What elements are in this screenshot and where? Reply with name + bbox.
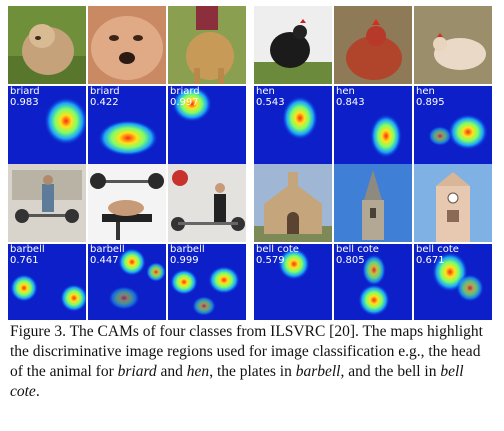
caption-em-hen: hen (186, 363, 210, 380)
briard-cam-3-heatmap (168, 86, 246, 164)
briard-cam-2-heatmap (88, 86, 166, 164)
caption-text: , and the bell in (340, 363, 441, 380)
bell-cote-photo-2 (334, 164, 412, 242)
figure-caption: Figure 3. The CAMs of four classes from … (10, 322, 494, 402)
barbell-cam-2-heatmap (88, 244, 166, 320)
barbell-cam-3: barbell 0.999 (168, 244, 246, 320)
briard-photo-2 (88, 6, 166, 84)
bell-cote-cam-3-label: bell cote 0.671 (416, 244, 459, 266)
briard-cam-2: briard 0.422 (88, 86, 166, 164)
barbell-photo-2 (88, 164, 166, 242)
barbell-cam-1: barbell 0.761 (8, 244, 86, 320)
briard-photo-1 (8, 6, 86, 84)
caption-text: . (35, 383, 40, 400)
briard-cam-3: briard 0.997 (168, 86, 246, 164)
hen-photo-1 (254, 6, 332, 84)
hen-cam-2-label: hen 0.843 (336, 86, 365, 108)
hen-cam-3-heatmap (414, 86, 492, 164)
briard-cam-1: briard 0.983 (8, 86, 86, 164)
bell-cote-cam-1: bell cote 0.579 (254, 244, 332, 320)
barbell-cam-2-label: barbell 0.447 (90, 244, 125, 266)
barbell-photo-3 (168, 164, 246, 242)
caption-text: and (156, 363, 187, 380)
hen-cam-2: hen 0.843 (334, 86, 412, 164)
barbell-cam-2: barbell 0.447 (88, 244, 166, 320)
hen-cam-3: hen 0.895 (414, 86, 492, 164)
bell-cote-cam-1-label: bell cote 0.579 (256, 244, 299, 266)
bell-cote-cam-1-heatmap (254, 244, 332, 320)
caption-em-barbell: barbell (295, 363, 341, 380)
hen-cam-3-label: hen 0.895 (416, 86, 445, 108)
bell-cote-photo-1 (254, 164, 332, 242)
caption-em-bell-cote: bell cote (10, 363, 464, 400)
hen-photo-3 (414, 6, 492, 84)
bell-cote-cam-2: bell cote 0.805 (334, 244, 412, 320)
barbell-cam-3-label: barbell 0.999 (170, 244, 205, 266)
bell-cote-cam-2-heatmap (334, 244, 412, 320)
bell-cote-cam-2-label: bell cote 0.805 (336, 244, 379, 266)
hen-cam-2-heatmap (334, 86, 412, 164)
hen-cam-1: hen 0.543 (254, 86, 332, 164)
briard-cam-2-label: briard 0.422 (90, 86, 120, 108)
briard-cam-3-label: briard 0.997 (170, 86, 200, 108)
barbell-cam-3-heatmap (168, 244, 246, 320)
hen-photo-2 (334, 6, 412, 84)
barbell-cam-1-label: barbell 0.761 (10, 244, 45, 266)
bell-cote-photo-3 (414, 164, 492, 242)
caption-text: , the plates in (209, 363, 296, 380)
barbell-cam-1-heatmap (8, 244, 86, 320)
hen-cam-1-heatmap (254, 86, 332, 164)
caption-em-briard: briard (117, 363, 157, 380)
cam-figure: briard 0.983 briard 0.422 briard 0.997 (8, 6, 496, 320)
briard-cam-1-label: briard 0.983 (10, 86, 40, 108)
hen-cam-1-label: hen 0.543 (256, 86, 285, 108)
briard-photo-3 (168, 6, 246, 84)
caption-text: Figure 3. The CAMs of four classes from … (10, 323, 483, 380)
bell-cote-cam-3-heatmap (414, 244, 492, 320)
briard-cam-1-heatmap (8, 86, 86, 164)
barbell-photo-1 (8, 164, 86, 242)
bell-cote-cam-3: bell cote 0.671 (414, 244, 492, 320)
